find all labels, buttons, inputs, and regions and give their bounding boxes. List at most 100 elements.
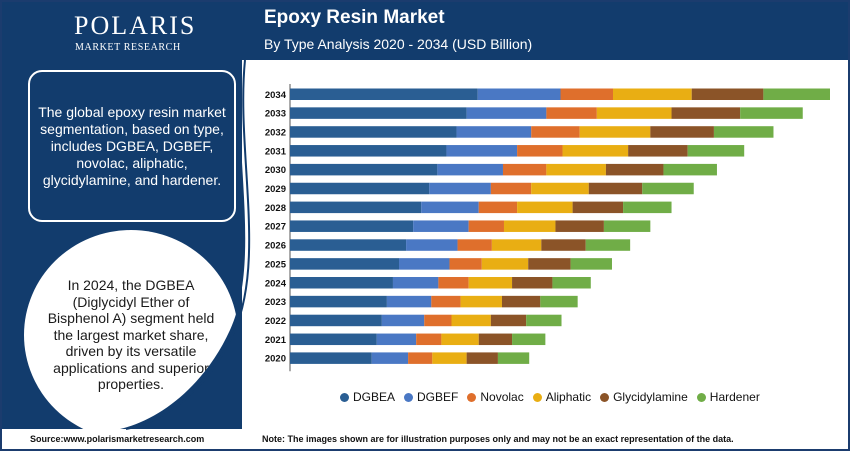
legend-label: Hardener [709, 390, 760, 404]
bar-segment-aliphatic [503, 220, 556, 232]
wave-shape [120, 60, 246, 429]
bar-segment-novolac [531, 126, 580, 138]
bar-segment-aliphatic [481, 258, 529, 270]
bar-segment-aliphatic [432, 352, 467, 364]
legend-item: Hardener [696, 390, 760, 404]
bar-segment-dgbea [290, 333, 377, 346]
legend-swatch [340, 392, 349, 402]
legend-swatch [532, 392, 542, 402]
bar-segment-dgbef [421, 201, 479, 214]
legend-label: DGBEA [353, 390, 396, 404]
y-tick-label: 2024 [265, 278, 287, 289]
bar-segment-hardener [570, 258, 612, 270]
bar-segment-hardener [713, 126, 774, 138]
legend-label: Novolac [480, 390, 524, 404]
bar-segment-aliphatic [531, 182, 589, 195]
bar-segment-aliphatic [468, 277, 513, 289]
bar-segment-dgbef [429, 182, 491, 195]
bar-segment-hardener [585, 239, 631, 251]
bar-segment-dgbef [371, 352, 409, 364]
bar-segment-novolac [468, 220, 504, 232]
bar-segment-aliphatic [579, 126, 651, 138]
bar-segment-hardener [642, 182, 694, 195]
chart-legend: DGBEA DGBEF Novolac Aliphatic Glycidylamine H… [340, 390, 769, 404]
bar-segment-dgbef [386, 295, 432, 308]
legend-item: DGBEA [340, 390, 395, 404]
bar-segment-novolac [424, 314, 452, 327]
bar-segment-hardener [540, 295, 578, 308]
segmentation-info-box: The global epoxy resin market segmentati… [28, 70, 236, 222]
bar-segment-hardener [497, 352, 530, 364]
y-tick-label: 2025 [265, 259, 287, 270]
legend-item: Glycidylamine [600, 390, 688, 404]
bar-segment-hardener [512, 333, 546, 346]
bar-segment-aliphatic [612, 88, 692, 100]
bar-segment-aliphatic [491, 239, 542, 251]
bar-segment-dgbea [290, 107, 467, 119]
legend-item: DGBEF [404, 390, 458, 404]
bar-segment-glycidylamine [512, 277, 553, 289]
legend-swatch [600, 392, 610, 402]
bar-segment-glycidylamine [478, 333, 513, 346]
bar-segment-aliphatic [596, 107, 672, 119]
bar-segment-aliphatic [441, 333, 479, 346]
bar-segment-novolac [490, 182, 532, 195]
bar-segment-dgbea [290, 314, 382, 327]
bar-segment-novolac [449, 258, 482, 270]
bar-segment-dgbef [399, 258, 450, 270]
bar-segment-dgbea [290, 352, 372, 364]
bar-segment-glycidylamine [490, 314, 527, 327]
bar-segment-dgbef [392, 277, 439, 289]
bar-segment-glycidylamine [572, 201, 624, 214]
segmentation-info-text: The global epoxy resin market segmentati… [38, 103, 226, 188]
bar-segment-dgbef [466, 107, 547, 119]
chart-title: Epoxy Resin Market [264, 7, 445, 28]
legend-label: DGBEF [417, 390, 459, 404]
bar-segment-glycidylamine [541, 239, 586, 251]
bar-segment-dgbef [413, 220, 469, 232]
bar-segment-hardener [552, 277, 591, 289]
bar-segment-dgbef [477, 88, 561, 100]
bar-segment-dgbef [376, 333, 417, 346]
bar-segment-dgbef [456, 126, 532, 138]
brand-tagline: MARKET RESEARCH [75, 42, 181, 53]
bar-segment-dgbef [406, 239, 458, 251]
bar-segment-dgbea [290, 163, 438, 176]
bar-segment-dgbea [290, 182, 430, 195]
legend-item: Aliphatic [532, 390, 592, 404]
bar-segment-novolac [517, 145, 563, 157]
bar-segment-novolac [408, 352, 433, 364]
bar-segment-glycidylamine [501, 295, 541, 308]
y-tick-label: 2034 [265, 90, 287, 101]
bar-segment-glycidylamine [691, 88, 764, 100]
bar-segment-hardener [763, 88, 830, 100]
disclaimer-note: Note: The images shown are for illustrat… [262, 434, 734, 444]
y-tick-label: 2028 [265, 203, 286, 214]
bar-segment-novolac [478, 201, 518, 214]
y-tick-label: 2021 [265, 335, 287, 346]
bar-segment-aliphatic [451, 314, 491, 327]
bar-segment-glycidylamine [528, 258, 571, 270]
title-band [242, 2, 848, 60]
chart-subtitle: By Type Analysis 2020 - 2034 (USD Billio… [264, 36, 533, 52]
legend-label: Glycidylamine [613, 390, 688, 404]
bar-segment-dgbea [290, 220, 414, 232]
y-tick-label: 2027 [265, 222, 286, 233]
bar-segment-dgbea [290, 277, 393, 289]
bar-segment-dgbea [290, 88, 478, 100]
y-tick-label: 2032 [265, 127, 286, 138]
bar-segment-glycidylamine [466, 352, 498, 364]
stacked-bar-chart: 2034 2033 2032 2031 2030 2029 2028 2027 2026 2025… [265, 84, 830, 372]
bar-segment-dgbea [290, 239, 407, 251]
bar-segment-glycidylamine [605, 163, 664, 176]
bar-segment-dgbef [381, 314, 425, 327]
legend-label: Aliphatic [545, 390, 592, 404]
bar-segment-dgbef [437, 163, 503, 176]
bar-segment-aliphatic [460, 295, 502, 308]
bar-segment-novolac [457, 239, 492, 251]
legend-swatch [404, 392, 414, 402]
bar-segment-hardener [526, 314, 562, 327]
bar-segment-glycidylamine [628, 145, 688, 157]
